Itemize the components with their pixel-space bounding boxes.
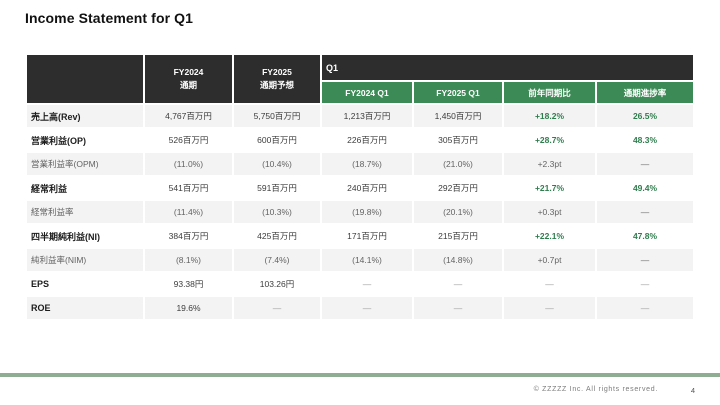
header-line: 通期予想 <box>259 80 294 90</box>
header-line: 通期 <box>179 80 197 90</box>
value-cell: (11.4%) <box>145 201 232 223</box>
header-line: FY2025 <box>262 67 292 78</box>
row-label: ROE <box>27 297 143 319</box>
header-row-top: FY2024 通期 FY2025 通期予想 Q1 <box>27 55 694 103</box>
table-row-ordinary-profit: 経常利益 541百万円 591百万円 240百万円 292百万円 +21.7% … <box>27 177 694 199</box>
header-line: FY2024 <box>173 67 204 78</box>
table-row-ordinary-margin: 経常利益率 (11.4%) (10.3%) (19.8%) (20.1%) +0… <box>27 201 694 223</box>
value-cell: — <box>322 273 412 295</box>
col-header-fy2024-q1: FY2024 Q1 <box>322 82 412 103</box>
value-cell: 4,767百万円 <box>145 105 232 127</box>
value-cell: (10.4%) <box>234 153 320 175</box>
yoy-cell: +0.7pt <box>504 249 595 271</box>
progress-cell: 47.8% <box>597 225 694 247</box>
page-number: 4 <box>690 385 695 395</box>
progress-cell: — <box>597 249 694 271</box>
table-row-revenue: 売上高(Rev) 4,767百万円 5,750百万円 1,213百万円 1,45… <box>27 105 694 127</box>
value-cell: 526百万円 <box>145 129 232 151</box>
progress-cell: — <box>597 273 694 295</box>
row-label: 営業利益率(OPM) <box>27 153 143 175</box>
table-row-operating-profit: 営業利益(OP) 526百万円 600百万円 226百万円 305百万円 +28… <box>27 129 694 151</box>
value-cell: (10.3%) <box>234 201 320 223</box>
col-header-q1-group: Q1 <box>322 55 694 80</box>
value-cell: (19.8%) <box>322 201 412 223</box>
yoy-cell: — <box>504 273 595 295</box>
progress-cell: 49.4% <box>597 177 694 199</box>
value-cell: (20.1%) <box>414 201 502 223</box>
value-cell: — <box>414 273 502 295</box>
row-label: 営業利益(OP) <box>27 129 143 151</box>
row-label: 四半期純利益(NI) <box>27 225 143 247</box>
income-statement-table: FY2024 通期 FY2025 通期予想 Q1 FY2024 Q1 FY202… <box>25 53 695 321</box>
yoy-cell: +22.1% <box>504 225 595 247</box>
header-row-sub: FY2024 Q1 FY2025 Q1 前年同期比 通期進捗率 <box>27 82 694 103</box>
value-cell: (14.8%) <box>414 249 502 271</box>
row-label: EPS <box>27 273 143 295</box>
yoy-cell: +0.3pt <box>504 201 595 223</box>
value-cell: 292百万円 <box>414 177 502 199</box>
value-cell: 19.6% <box>145 297 232 319</box>
value-cell: (11.0%) <box>145 153 232 175</box>
table-row-opm: 営業利益率(OPM) (11.0%) (10.4%) (18.7%) (21.0… <box>27 153 694 175</box>
yoy-cell: — <box>504 297 595 319</box>
page-title: Income Statement for Q1 <box>25 10 194 26</box>
value-cell: 240百万円 <box>322 177 412 199</box>
value-cell: 591百万円 <box>234 177 320 199</box>
value-cell: 305百万円 <box>414 129 502 151</box>
table-header: FY2024 通期 FY2025 通期予想 Q1 FY2024 Q1 FY202… <box>27 55 694 103</box>
progress-cell: — <box>597 297 694 319</box>
row-label: 売上高(Rev) <box>27 105 143 127</box>
col-header-yoy: 前年同期比 <box>504 82 595 103</box>
value-cell: — <box>414 297 502 319</box>
col-header-fy2024-full: FY2024 通期 <box>145 55 232 103</box>
footer-divider <box>0 373 720 377</box>
value-cell: (21.0%) <box>414 153 502 175</box>
row-label: 経常利益 <box>27 177 143 199</box>
yoy-cell: +21.7% <box>504 177 595 199</box>
col-header-progress: 通期進捗率 <box>597 82 694 103</box>
value-cell: (8.1%) <box>145 249 232 271</box>
table-row-net-income: 四半期純利益(NI) 384百万円 425百万円 171百万円 215百万円 +… <box>27 225 694 247</box>
value-cell: 600百万円 <box>234 129 320 151</box>
row-label: 純利益率(NIM) <box>27 249 143 271</box>
value-cell: 425百万円 <box>234 225 320 247</box>
corner-cell <box>27 55 143 103</box>
copyright-text: © ZZZZZ Inc. All rights reserved. <box>533 386 658 393</box>
value-cell: (14.1%) <box>322 249 412 271</box>
col-header-fy2025-forecast: FY2025 通期予想 <box>234 55 320 103</box>
value-cell: 103.26円 <box>234 273 320 295</box>
table-body: 売上高(Rev) 4,767百万円 5,750百万円 1,213百万円 1,45… <box>27 105 694 319</box>
row-label: 経常利益率 <box>27 201 143 223</box>
value-cell: 171百万円 <box>322 225 412 247</box>
yoy-cell: +28.7% <box>504 129 595 151</box>
value-cell: (7.4%) <box>234 249 320 271</box>
value-cell: 384百万円 <box>145 225 232 247</box>
table-row-nim: 純利益率(NIM) (8.1%) (7.4%) (14.1%) (14.8%) … <box>27 249 694 271</box>
value-cell: — <box>322 297 412 319</box>
value-cell: (18.7%) <box>322 153 412 175</box>
value-cell: 215百万円 <box>414 225 502 247</box>
progress-cell: 48.3% <box>597 129 694 151</box>
col-header-fy2025-q1: FY2025 Q1 <box>414 82 502 103</box>
progress-cell: — <box>597 153 694 175</box>
value-cell: 226百万円 <box>322 129 412 151</box>
value-cell: 93.38円 <box>145 273 232 295</box>
progress-cell: 26.5% <box>597 105 694 127</box>
progress-cell: — <box>597 201 694 223</box>
value-cell: 541百万円 <box>145 177 232 199</box>
table-row-eps: EPS 93.38円 103.26円 — — — — <box>27 273 694 295</box>
yoy-cell: +18.2% <box>504 105 595 127</box>
value-cell: — <box>234 297 320 319</box>
value-cell: 1,450百万円 <box>414 105 502 127</box>
value-cell: 1,213百万円 <box>322 105 412 127</box>
table-row-roe: ROE 19.6% — — — — — <box>27 297 694 319</box>
yoy-cell: +2.3pt <box>504 153 595 175</box>
value-cell: 5,750百万円 <box>234 105 320 127</box>
